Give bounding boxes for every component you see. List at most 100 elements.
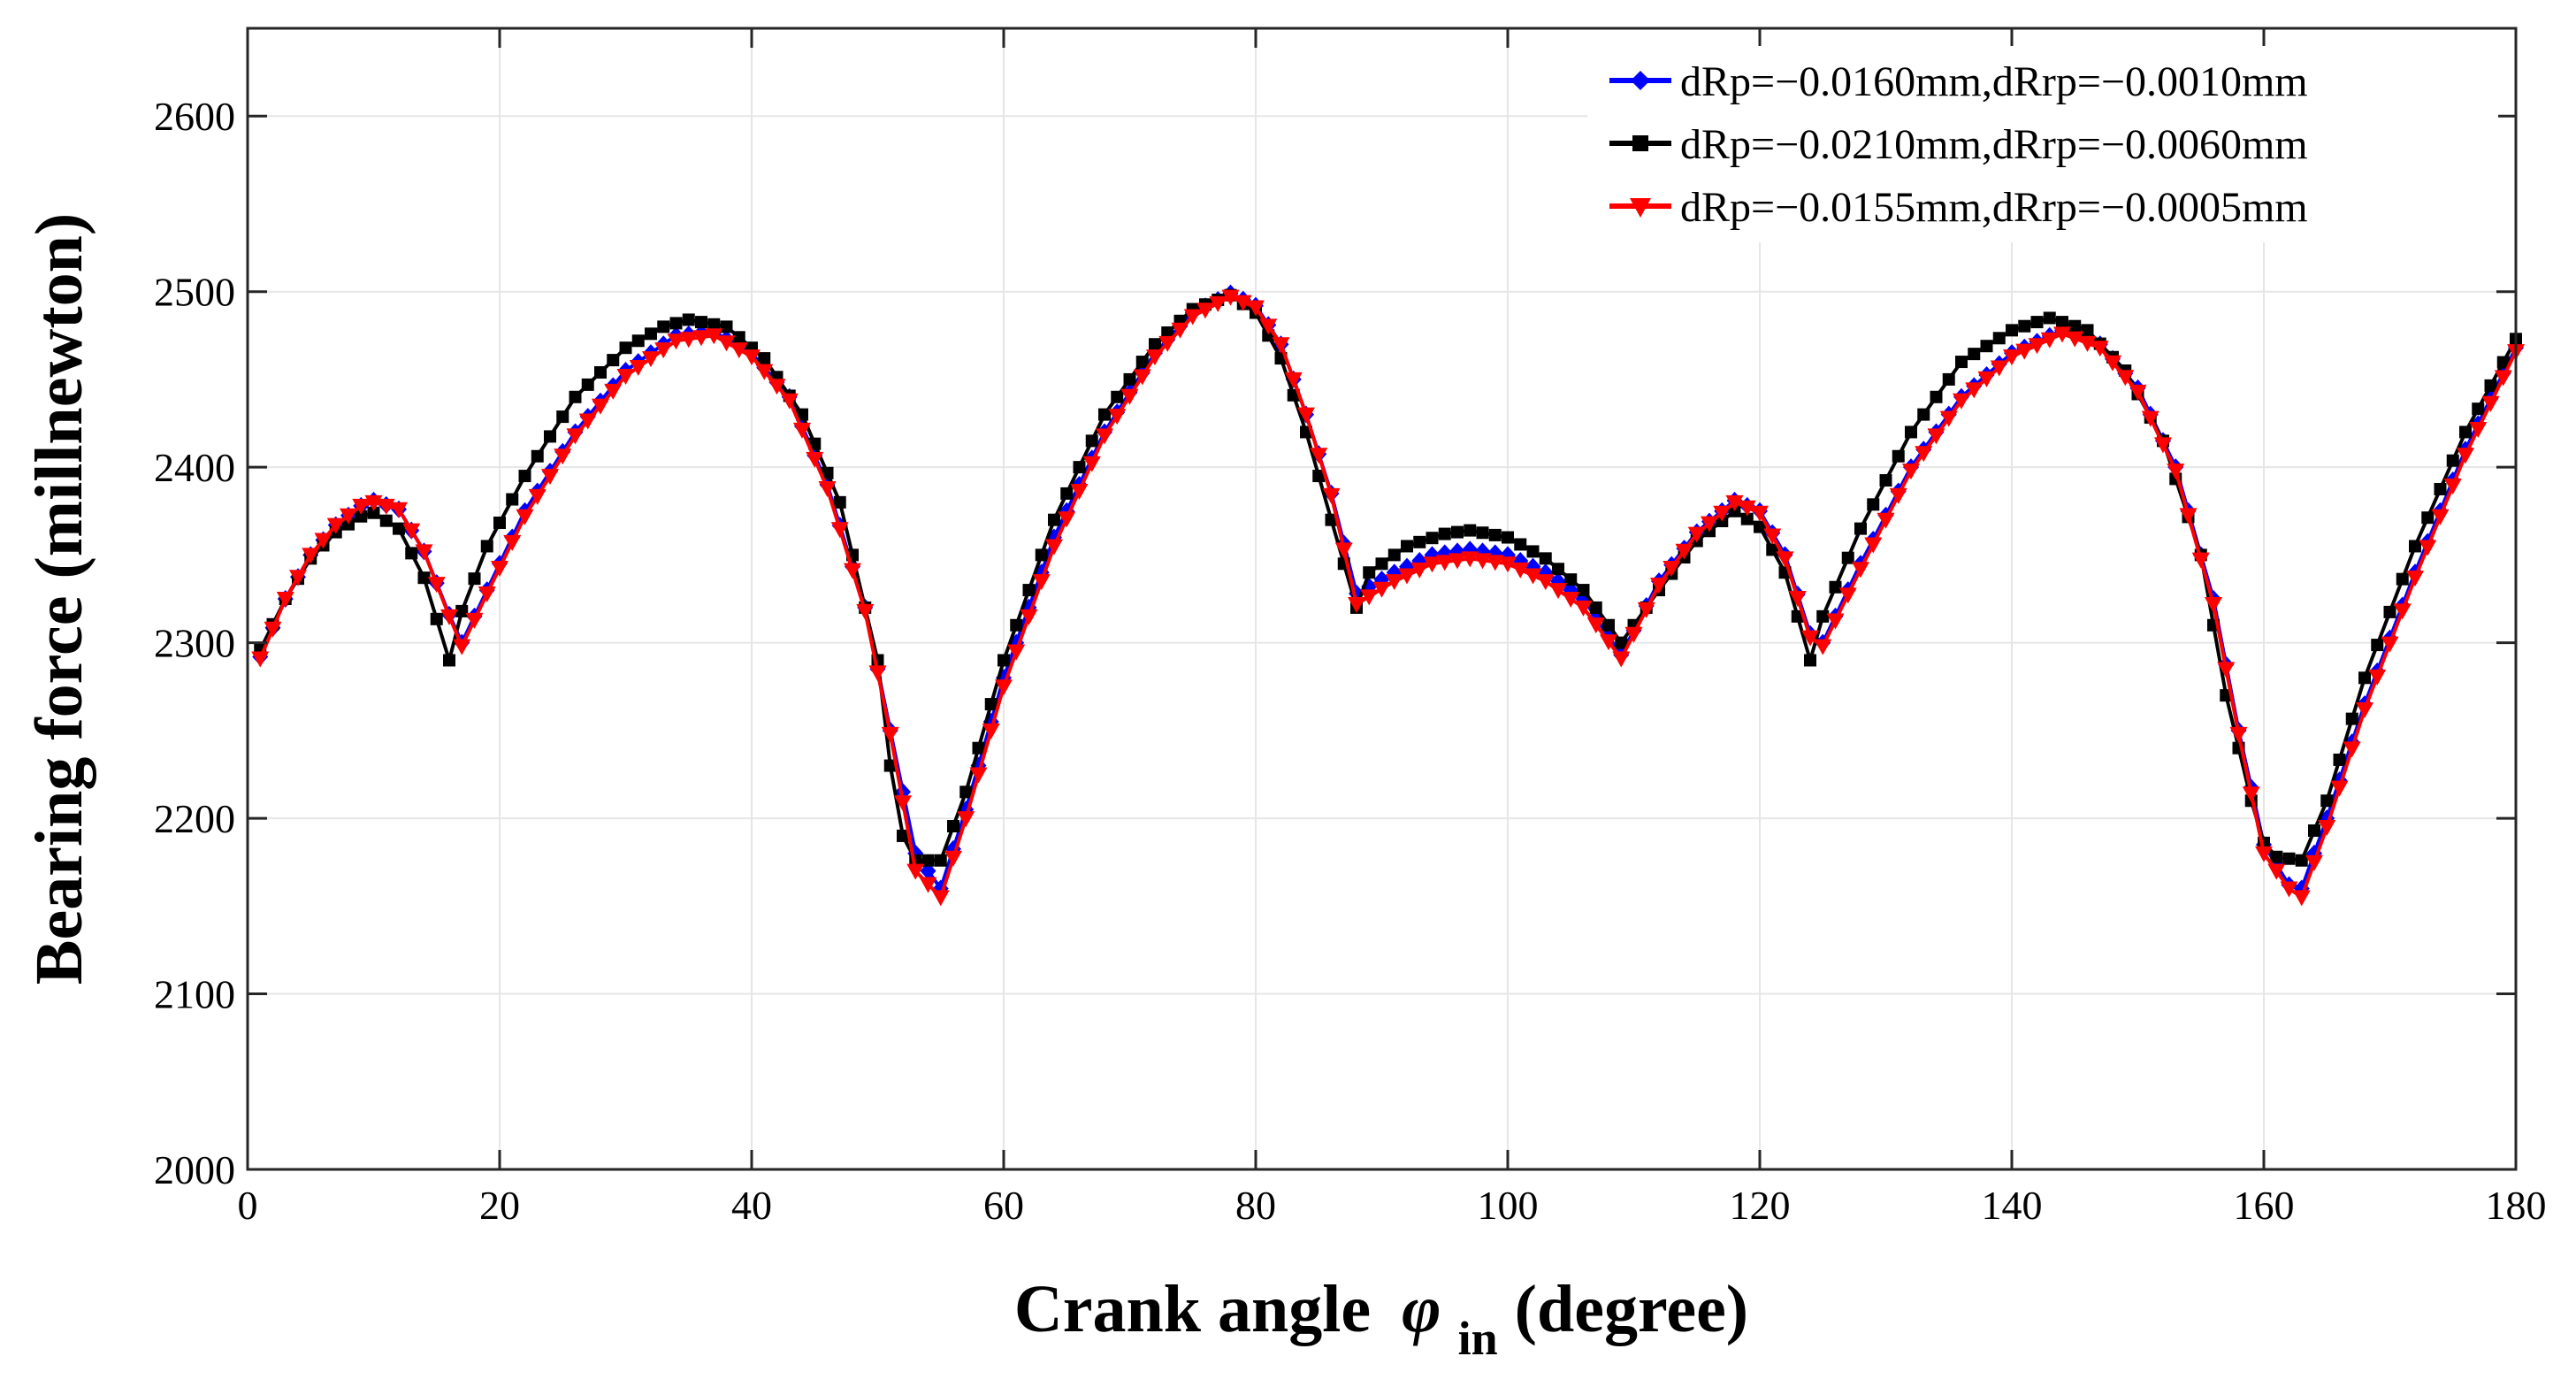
data-point-triangle bbox=[2318, 820, 2336, 836]
data-point-square bbox=[1488, 528, 1502, 541]
data-point-square bbox=[455, 604, 469, 617]
data-point-triangle bbox=[1953, 393, 1970, 410]
legend-marker-triangle bbox=[1630, 198, 1651, 218]
data-point-triangle bbox=[1120, 388, 1139, 405]
data-point-triangle bbox=[1108, 409, 1127, 425]
data-point-square bbox=[607, 354, 620, 367]
data-point-triangle bbox=[402, 523, 421, 540]
data-point-square bbox=[2081, 324, 2094, 337]
data-point-square bbox=[972, 741, 985, 755]
data-point-square bbox=[1387, 548, 1401, 562]
data-point-triangle bbox=[465, 612, 484, 629]
data-point-triangle bbox=[1713, 505, 1731, 522]
data-point-triangle bbox=[1171, 322, 1189, 339]
data-point-triangle bbox=[881, 726, 899, 743]
x-tick-label: 40 bbox=[731, 1183, 772, 1228]
data-point-triangle bbox=[2343, 741, 2361, 758]
data-point-triangle bbox=[654, 342, 673, 359]
data-point-triangle bbox=[578, 413, 597, 430]
data-point-triangle bbox=[1814, 639, 1832, 655]
data-point-square bbox=[1375, 557, 1388, 571]
data-point-square bbox=[897, 829, 909, 842]
data-point-triangle bbox=[919, 877, 937, 893]
data-point-triangle bbox=[894, 795, 912, 812]
data-point-triangle bbox=[982, 723, 1000, 739]
data-point-square bbox=[1867, 498, 1880, 511]
data-point-triangle bbox=[1398, 568, 1416, 585]
data-point-square bbox=[1930, 390, 1943, 403]
data-point-triangle bbox=[1423, 556, 1441, 573]
x-tick-label: 20 bbox=[479, 1183, 520, 1228]
data-point-square bbox=[355, 510, 368, 523]
data-point-square bbox=[1841, 551, 1854, 564]
data-point-triangle bbox=[2292, 890, 2311, 907]
data-point-square bbox=[1135, 356, 1149, 369]
data-point-triangle bbox=[264, 621, 282, 638]
data-point-triangle bbox=[830, 522, 849, 539]
data-point-square bbox=[645, 327, 657, 341]
data-point-square bbox=[1048, 513, 1060, 526]
data-point-square bbox=[1539, 552, 1552, 565]
x-axis-label-subscript: in bbox=[1458, 1312, 1498, 1365]
data-point-square bbox=[947, 820, 959, 833]
data-point-square bbox=[1098, 408, 1111, 421]
data-point-triangle bbox=[2481, 395, 2500, 412]
data-point-square bbox=[1804, 654, 1816, 667]
data-point-square bbox=[2459, 425, 2472, 439]
data-point-triangle bbox=[2431, 509, 2450, 525]
data-point-square bbox=[1905, 425, 1917, 439]
data-point-square bbox=[1766, 543, 1779, 556]
data-point-triangle bbox=[1965, 382, 1984, 399]
data-point-square bbox=[1438, 527, 1451, 540]
data-point-square bbox=[1754, 520, 1766, 533]
data-point-square bbox=[2333, 753, 2346, 766]
data-point-triangle bbox=[1435, 555, 1454, 571]
data-point-triangle bbox=[1209, 295, 1227, 312]
data-point-square bbox=[1149, 338, 1161, 351]
data-point-triangle bbox=[390, 502, 408, 518]
data-point-square bbox=[682, 313, 695, 326]
data-point-square bbox=[367, 506, 380, 519]
data-point-square bbox=[2409, 540, 2421, 553]
legend-label: dRp=−0.0160mm,dRrp=−0.0010mm bbox=[1680, 58, 2308, 105]
x-tick-label: 100 bbox=[1478, 1183, 1539, 1228]
data-point-triangle bbox=[2129, 384, 2147, 401]
data-point-square bbox=[1451, 525, 1464, 539]
data-point-triangle bbox=[2028, 338, 2046, 355]
data-point-square bbox=[1552, 563, 1564, 576]
data-point-triangle bbox=[1637, 602, 1655, 618]
x-axis-label-unit: (degree) bbox=[1515, 1272, 1748, 1346]
data-point-square bbox=[581, 378, 594, 391]
series-layer bbox=[251, 284, 2525, 907]
data-point-triangle bbox=[931, 890, 950, 907]
data-point-triangle bbox=[1020, 609, 1038, 625]
data-point-triangle bbox=[1449, 553, 1466, 570]
data-point-triangle bbox=[2443, 478, 2462, 494]
data-point-triangle bbox=[1259, 318, 1278, 335]
data-point-triangle bbox=[566, 428, 585, 445]
data-point-triangle bbox=[314, 533, 333, 549]
data-point-triangle bbox=[440, 609, 458, 625]
data-point-triangle bbox=[1650, 578, 1668, 594]
data-point-triangle bbox=[1360, 589, 1379, 606]
data-point-square bbox=[1564, 573, 1578, 586]
data-point-triangle bbox=[453, 639, 471, 655]
legend-entry: dRp=−0.0155mm,dRrp=−0.0005mm bbox=[1609, 184, 2308, 231]
data-point-triangle bbox=[1032, 574, 1051, 591]
data-point-square bbox=[1111, 390, 1124, 403]
data-point-triangle bbox=[793, 422, 811, 439]
data-point-triangle bbox=[1687, 526, 1706, 543]
data-point-triangle bbox=[1902, 464, 1920, 480]
data-point-triangle bbox=[1927, 428, 1945, 445]
data-point-square bbox=[569, 390, 582, 403]
data-point-triangle bbox=[503, 534, 522, 551]
data-point-square bbox=[1577, 584, 1590, 597]
data-point-square bbox=[821, 466, 834, 479]
data-point-square bbox=[796, 408, 808, 421]
data-point-square bbox=[2371, 639, 2384, 652]
data-point-triangle bbox=[1310, 448, 1328, 464]
data-point-triangle bbox=[1776, 551, 1794, 568]
data-point-triangle bbox=[2305, 854, 2323, 871]
data-point-triangle bbox=[2015, 343, 2034, 360]
